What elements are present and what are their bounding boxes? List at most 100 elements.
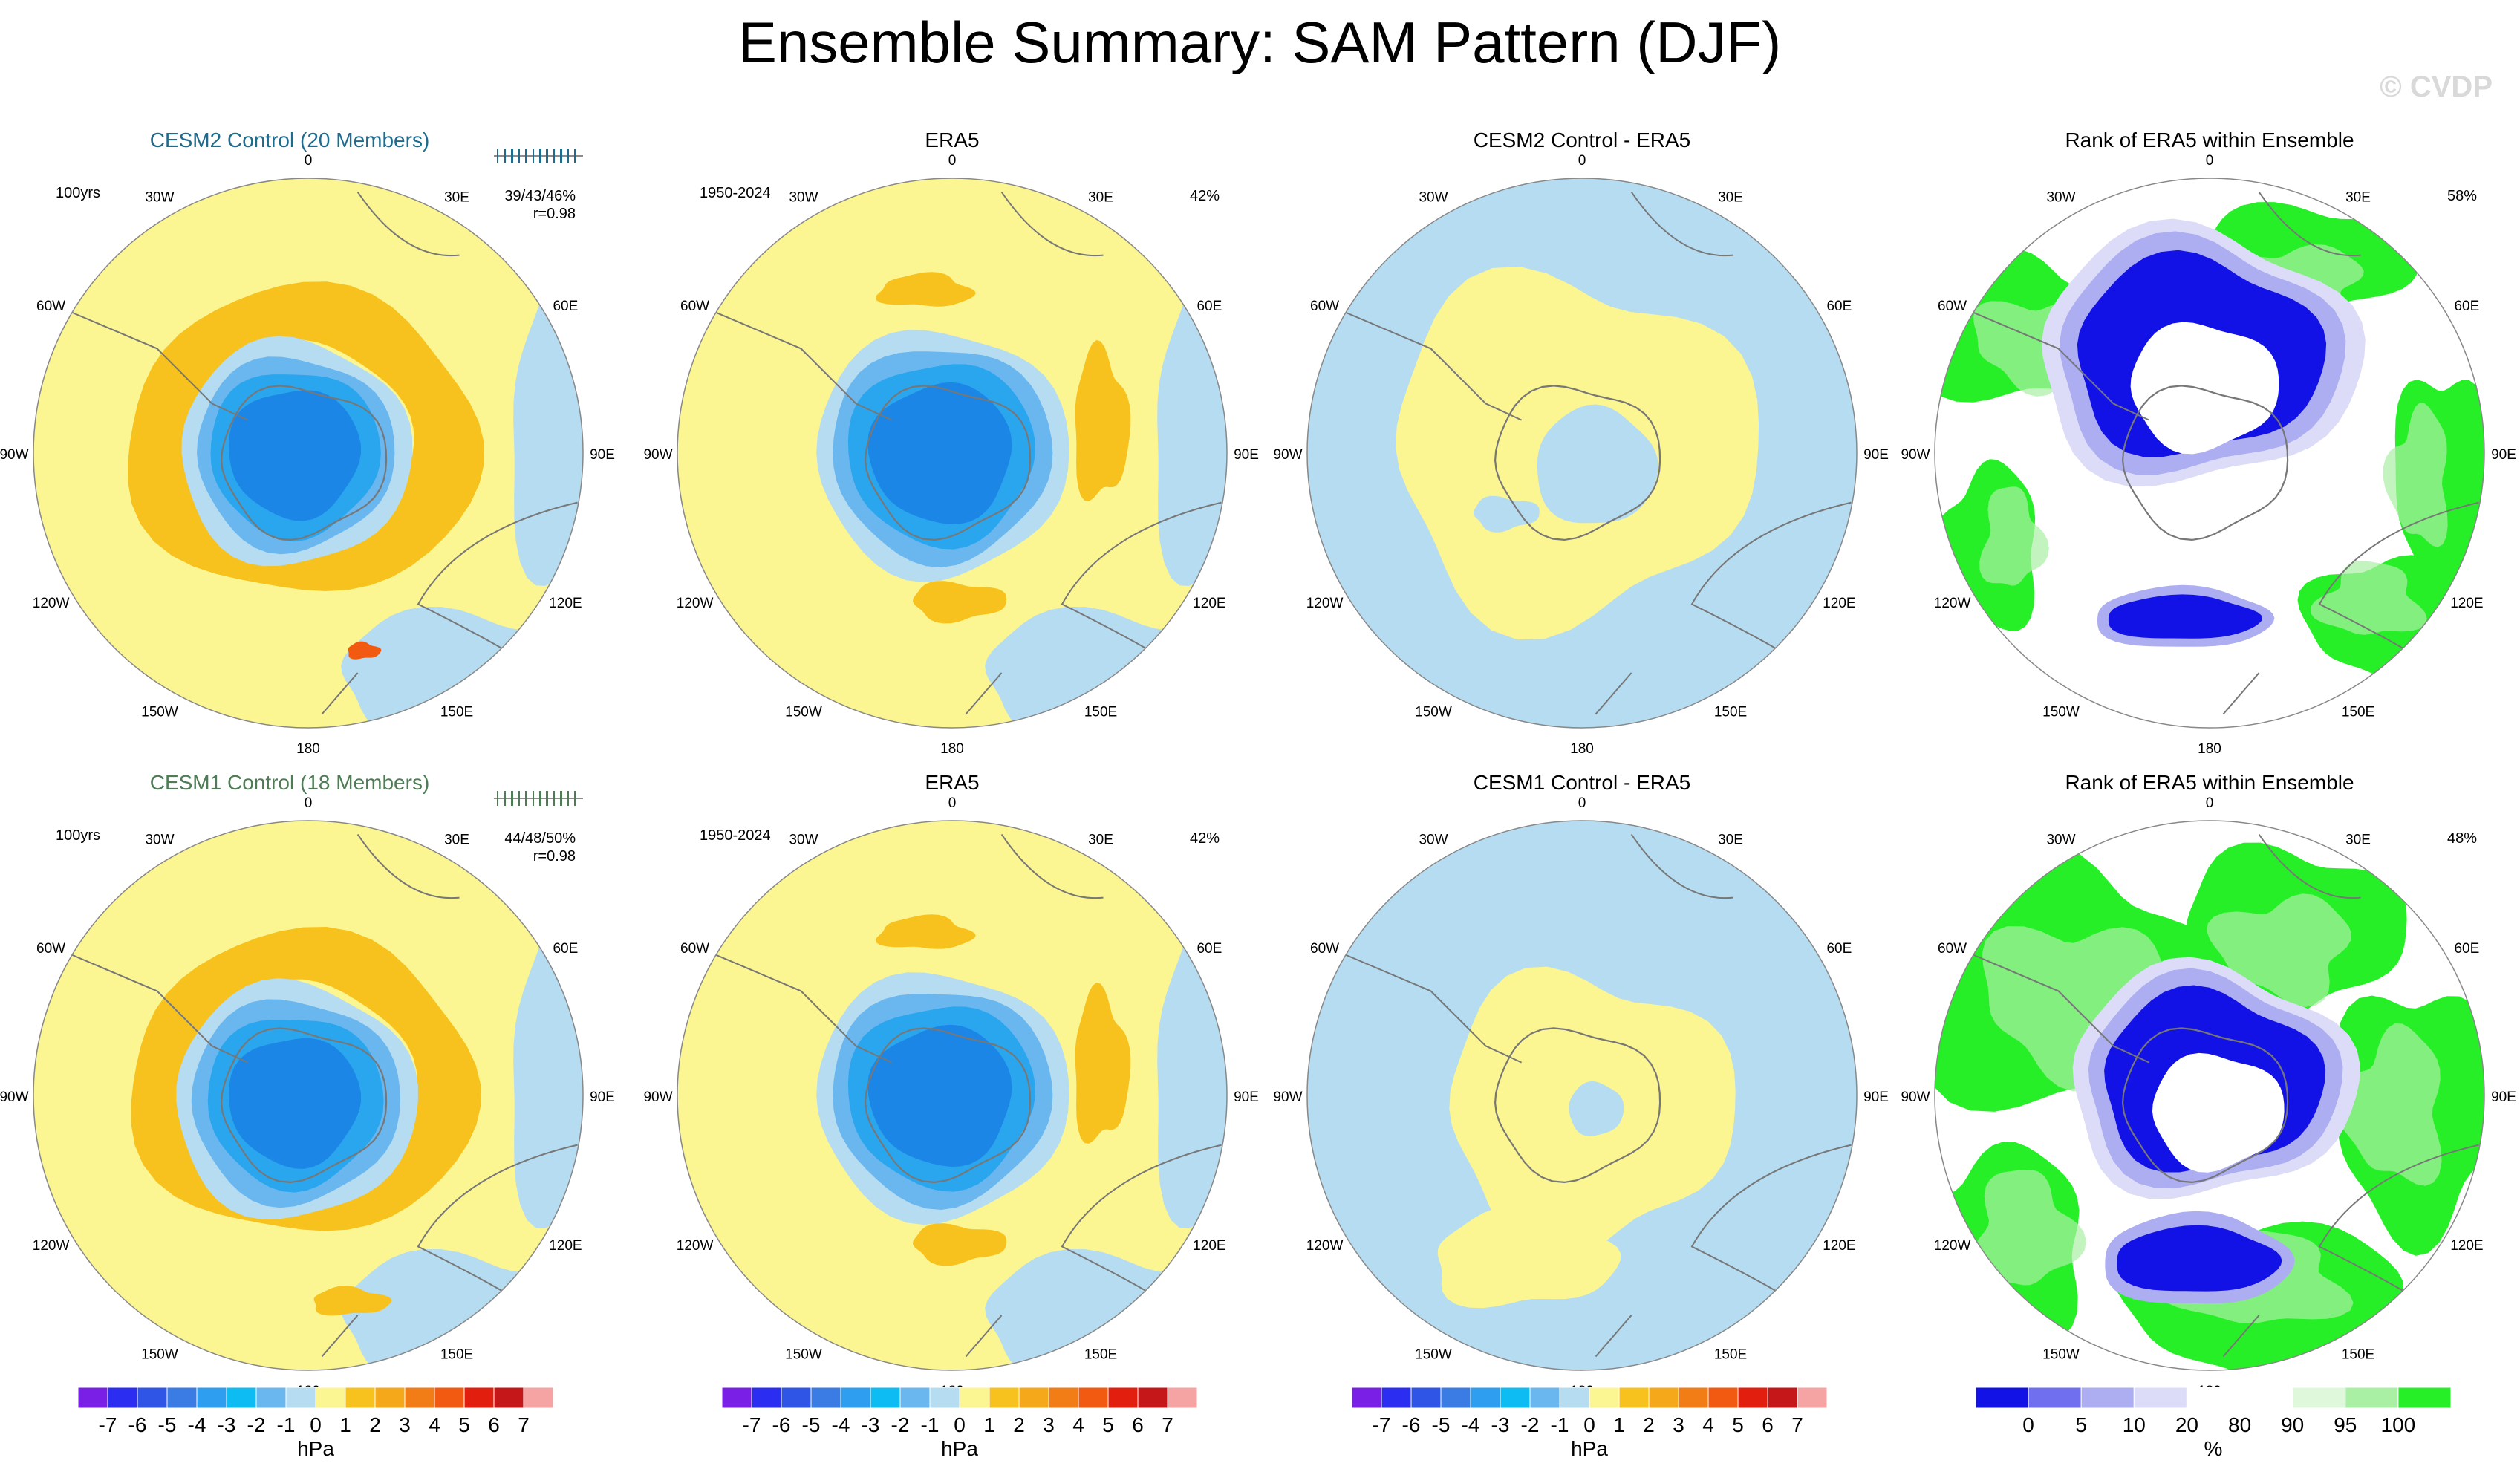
map-border: [1934, 820, 2485, 1371]
longitude-label: 90W: [0, 447, 29, 463]
longitude-label: 60W: [680, 299, 709, 314]
colorbar-swatch: [285, 1387, 316, 1409]
south-america-coastline: [1321, 943, 1523, 1064]
colorbar-swatch: [1559, 1387, 1590, 1409]
colorbar-tick-label: 2: [1013, 1413, 1025, 1436]
africa-coastline: [1000, 833, 1104, 899]
panel-r1c1: 0 30E 60E 90E 120E 150E 180 150W 120W 90W 60W 30W CE…: [0, 128, 615, 757]
rank-mid-high-region: [2310, 561, 2427, 635]
longitude-label: 150W: [785, 1346, 822, 1362]
longitude-label: 90W: [1273, 447, 1302, 463]
colorbar-swatch: [721, 1387, 752, 1409]
panel-title: Rank of ERA5 within Ensemble: [2065, 771, 2354, 794]
longitude-label: 30W: [2046, 833, 2075, 848]
longitude-label: 60E: [1196, 299, 1222, 314]
colorbar-rank: 0 5 10 20 80 90 95 100%: [1975, 1387, 2452, 1460]
longitude-label: 150W: [1415, 1346, 1452, 1362]
antarctica-coastline: [1494, 385, 1661, 541]
colorbar-swatch: [751, 1387, 782, 1409]
panel-r2c2: 030E60E90E120E150E180150W120W90W60W30WER…: [643, 771, 1258, 1399]
longitude-label: 150W: [2042, 1346, 2080, 1362]
panel-percent-label: 48%: [2447, 830, 2477, 847]
longitude-label: 120W: [1306, 1238, 1344, 1254]
panel-title: ERA5: [925, 771, 979, 794]
colorbar-tick-label: 0: [2022, 1413, 2034, 1436]
longitude-label: 60W: [1938, 941, 1967, 957]
south-america-coastline: [1948, 943, 2150, 1064]
australia-coastline: [2318, 1144, 2479, 1294]
longitude-label: 60W: [1310, 299, 1339, 314]
colorbar-tick-label: 6: [1132, 1413, 1144, 1436]
negative-anomaly-contour: [229, 390, 362, 521]
anomaly-blob: [1075, 340, 1131, 501]
colorbar-swatch: [870, 1387, 901, 1409]
antarctica-coastline: [2121, 1027, 2289, 1184]
longitude-label: 120E: [2450, 1238, 2483, 1254]
colorbar-tick-label: -5: [802, 1413, 821, 1436]
negative-anomaly-contour: [229, 1038, 362, 1169]
colorbar-swatch: [1078, 1387, 1109, 1409]
australia-coastline: [417, 501, 578, 652]
colorbar-swatch: [2345, 1387, 2399, 1409]
longitude-label: 0: [2206, 795, 2214, 811]
panel-percent-label: 58%: [2447, 188, 2477, 204]
colorbar-swatch: [1529, 1387, 1560, 1409]
panel-r2c3: 030E60E90E120E150E180150W120W90W60W30WCE…: [1273, 771, 1888, 1399]
colorbar-tick-label: -5: [1432, 1413, 1451, 1436]
longitude-label: 60E: [553, 941, 578, 957]
rank-low-region: [2108, 594, 2263, 639]
south-america-coastline: [47, 943, 249, 1064]
negative-anomaly-contour: [1537, 404, 1658, 524]
longitude-label: 0: [1578, 795, 1586, 811]
longitude-label: 120E: [1823, 1238, 1855, 1254]
colorbar-swatch: [1048, 1387, 1079, 1409]
longitude-label: 90W: [1273, 1090, 1302, 1105]
longitude-label: 0: [305, 153, 313, 169]
longitude-label: 180: [2198, 741, 2221, 757]
colorbar-swatch: [2028, 1387, 2082, 1409]
south-america-coastline: [1321, 301, 1523, 421]
colorbar-tick-label: -7: [743, 1413, 761, 1436]
anomaly-blob: [913, 581, 1007, 624]
colorbar-tick-label: 90: [2281, 1413, 2304, 1436]
longitude-label: 120W: [1306, 596, 1344, 611]
australia-coastline: [2318, 501, 2479, 652]
colorbar-tick-label: -6: [128, 1413, 147, 1436]
rank-mid-high-region: [2334, 1023, 2442, 1186]
panel-period-label: 1950-2024: [700, 185, 771, 201]
colorbar-tick-label: -2: [1521, 1413, 1540, 1436]
longitude-label: 30E: [1718, 190, 1743, 206]
antarctica-coastline: [864, 385, 1032, 541]
longitude-label: 180: [296, 741, 320, 757]
rank-mid-high-region: [2383, 403, 2448, 547]
colorbar-swatch: [2397, 1387, 2452, 1409]
colorbar-units-label: %: [2204, 1437, 2223, 1460]
negative-anomaly-region: [513, 911, 583, 1228]
colorbar-tick-label: -3: [1491, 1413, 1510, 1436]
colorbar-swatch: [493, 1387, 524, 1409]
antarctica-coastline: [1494, 1027, 1661, 1184]
negative-anomaly-contour: [867, 382, 1012, 524]
colorbar-swatch: [1678, 1387, 1709, 1409]
longitude-label: 60E: [2454, 941, 2479, 957]
colorbar-tick-label: 3: [399, 1413, 411, 1436]
rank-low-region: [2117, 1225, 2282, 1292]
longitude-label: 150W: [785, 704, 822, 720]
colorbar-swatch: [463, 1387, 495, 1409]
anomaly-blob: [1437, 1206, 1621, 1309]
colorbar-tick-label: -4: [188, 1413, 206, 1436]
colorbar-swatch: [1618, 1387, 1650, 1409]
colorbar-tick-label: 7: [1162, 1413, 1173, 1436]
colorbar-swatch: [226, 1387, 257, 1409]
colorbar-tick-label: 20: [2175, 1413, 2198, 1436]
longitude-label: 30E: [2345, 833, 2371, 848]
longitude-label: 150E: [1084, 704, 1117, 720]
panel-percent-label: 42%: [1190, 188, 1220, 204]
panel-title: ERA5: [925, 128, 979, 152]
longitude-label: 30W: [1419, 833, 1448, 848]
panel-title: CESM1 Control - ERA5: [1474, 771, 1691, 794]
negative-anomaly-contour: [1569, 1081, 1624, 1136]
colorbar-tick-label: -6: [772, 1413, 791, 1436]
colorbar-tick-label: 1: [1613, 1413, 1625, 1436]
